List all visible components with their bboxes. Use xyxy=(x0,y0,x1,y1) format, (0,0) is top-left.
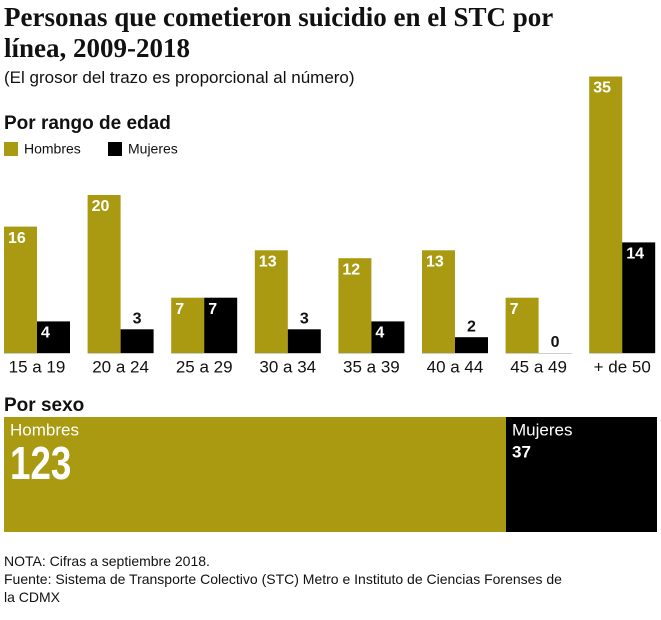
x-tick-label: 30 a 34 xyxy=(259,357,316,376)
x-tick-label: 20 a 24 xyxy=(92,357,149,376)
value-label: 35 xyxy=(593,80,611,97)
bar xyxy=(87,195,121,353)
value-label: 3 xyxy=(133,311,142,328)
bar xyxy=(455,337,488,353)
value-label: 0 xyxy=(551,334,560,351)
x-tick-label: + de 50 xyxy=(594,357,651,376)
legend-label: Mujeres xyxy=(128,141,178,157)
bar xyxy=(254,250,288,353)
legend-swatch xyxy=(108,142,122,156)
value-label: 2 xyxy=(467,318,476,335)
segment-name: Mujeres xyxy=(512,420,572,439)
value-label: 7 xyxy=(510,301,519,318)
bar xyxy=(204,297,238,353)
bar xyxy=(371,321,405,353)
section-title: Por sexo xyxy=(4,395,84,416)
bar xyxy=(622,242,656,353)
bar xyxy=(422,250,455,353)
bar xyxy=(589,76,623,353)
bar xyxy=(120,329,154,353)
value-label: 13 xyxy=(426,254,444,271)
bar xyxy=(37,321,70,353)
title: Personas que cometieron suicidio en el S… xyxy=(4,2,553,63)
bar xyxy=(171,297,205,353)
value-label: 14 xyxy=(626,246,644,263)
legend-swatch xyxy=(4,142,18,156)
x-tick-label: 35 a 39 xyxy=(343,357,400,376)
x-tick-label: 40 a 44 xyxy=(427,357,484,376)
value-label: 7 xyxy=(175,301,184,318)
value-label: 3 xyxy=(300,311,309,328)
value-label: 4 xyxy=(375,325,384,342)
value-label: 13 xyxy=(259,254,277,271)
segment-name: Hombres xyxy=(10,420,79,439)
segment-value: 37 xyxy=(512,442,531,461)
bar xyxy=(338,258,372,353)
note: Fuente: Sistema de Transporte Colectivo … xyxy=(4,571,562,605)
x-tick-label: 25 a 29 xyxy=(176,357,233,376)
section-title: Por rango de edad xyxy=(4,113,171,134)
notes: NOTA: Cifras a septiembre 2018. Fuente: … xyxy=(4,552,564,606)
note: NOTA: Cifras a septiembre 2018. xyxy=(4,553,210,569)
value-label: 4 xyxy=(41,325,50,342)
value-label: 7 xyxy=(208,301,217,318)
bar-segment xyxy=(505,417,657,532)
bar xyxy=(287,329,321,353)
legend-label: Hombres xyxy=(24,141,81,157)
value-label: 12 xyxy=(342,261,360,278)
subtitle: (El grosor del trazo es proporcional al … xyxy=(4,68,355,87)
value-label: 16 xyxy=(8,230,26,247)
value-label: 20 xyxy=(92,198,110,215)
bar-segment xyxy=(4,417,506,532)
x-tick-label: 45 a 49 xyxy=(510,357,567,376)
segment-value: 123 xyxy=(10,437,71,489)
bar xyxy=(4,226,37,353)
bar xyxy=(505,297,539,353)
x-tick-label: 15 a 19 xyxy=(9,357,66,376)
